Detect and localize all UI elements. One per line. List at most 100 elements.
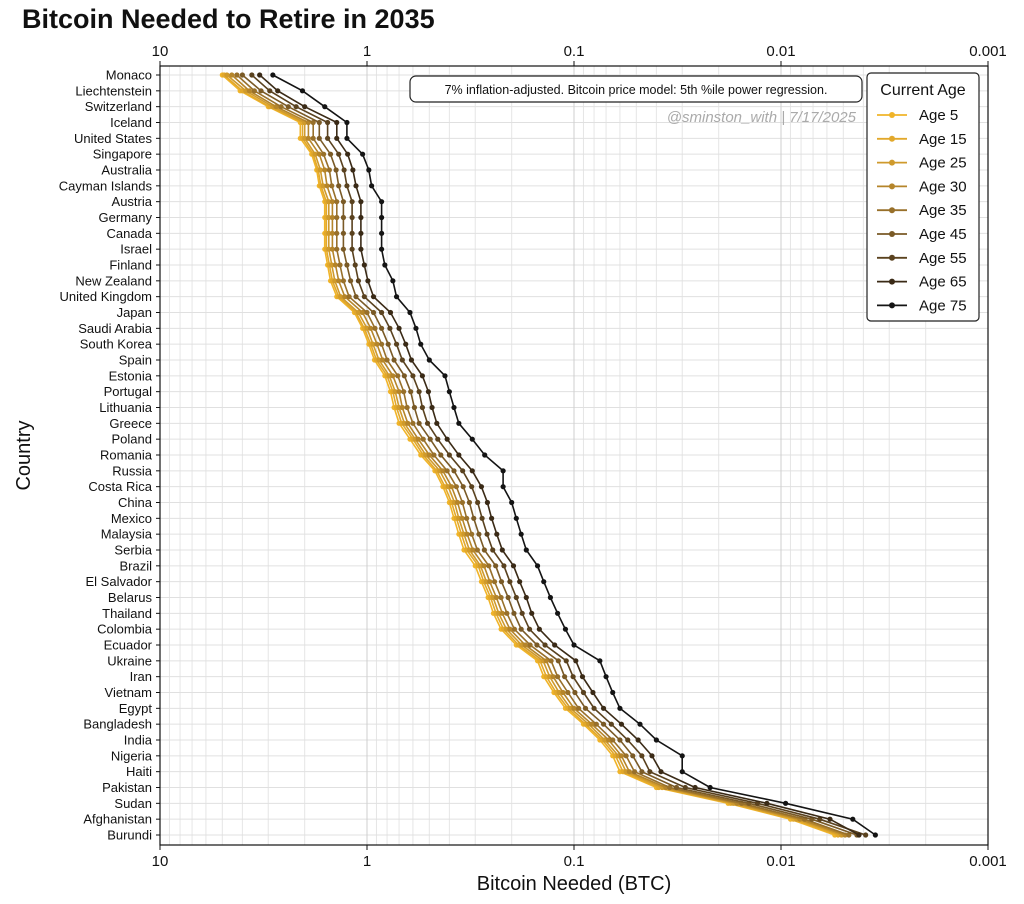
data-point (346, 294, 352, 300)
data-point (482, 452, 488, 458)
y-tick-label: Bangladesh (83, 717, 152, 732)
data-point (618, 753, 625, 759)
y-tick-label: Singapore (93, 147, 152, 162)
data-point (444, 468, 450, 474)
data-point (469, 531, 475, 537)
data-point (856, 832, 862, 838)
data-point (442, 373, 448, 379)
data-point (505, 594, 511, 601)
data-point (329, 230, 335, 236)
data-point (455, 499, 461, 506)
data-point (460, 468, 466, 474)
data-point (630, 753, 636, 759)
data-point (321, 151, 327, 157)
data-point (336, 183, 342, 189)
data-point (647, 769, 653, 775)
legend-swatch-marker (889, 183, 895, 190)
data-point (459, 515, 465, 521)
y-tick-label: Colombia (97, 622, 153, 637)
data-point (513, 594, 519, 601)
data-point (484, 499, 491, 506)
data-point (493, 563, 499, 569)
y-tick-label: Australia (101, 163, 152, 178)
data-point (285, 104, 291, 110)
data-point (336, 151, 342, 157)
data-point (387, 325, 393, 331)
data-point (368, 325, 374, 331)
data-point (451, 468, 457, 474)
data-point (534, 642, 540, 648)
data-point (302, 135, 308, 141)
data-point (393, 341, 400, 347)
data-point (327, 151, 334, 157)
data-point (679, 753, 685, 759)
data-point (523, 594, 529, 601)
watermark-text: @sminston_with | 7/17/2025 (667, 109, 857, 126)
data-point (392, 389, 398, 395)
data-point (499, 547, 505, 553)
y-tick-label: United Kingdom (60, 289, 153, 304)
data-point (399, 357, 405, 363)
data-point (451, 404, 457, 411)
data-point (390, 373, 396, 379)
legend-entry-label: Age 5 (919, 107, 958, 124)
y-tick-label: Vietnam (105, 685, 152, 700)
data-point (334, 199, 340, 205)
data-point (572, 689, 578, 696)
data-point (679, 769, 685, 775)
data-point (361, 294, 367, 300)
data-point (481, 547, 487, 553)
x-tick-label: 10 (152, 853, 169, 870)
data-point (349, 246, 355, 252)
y-tick-label: Haiti (126, 764, 152, 779)
legend-box (866, 72, 980, 322)
data-point (278, 104, 284, 110)
data-point (337, 262, 343, 268)
data-point (326, 199, 332, 205)
legend-swatch-marker (889, 302, 895, 309)
data-point (340, 199, 347, 205)
data-point (475, 499, 481, 506)
data-point (518, 626, 524, 632)
data-point (850, 816, 856, 822)
data-point (608, 721, 614, 727)
data-point (334, 246, 340, 252)
data-point (484, 531, 490, 537)
data-point (846, 832, 852, 838)
data-point (299, 88, 306, 94)
data-point (591, 705, 597, 711)
data-point (332, 278, 338, 284)
x-tick-label-top: 1 (363, 43, 371, 60)
data-point (507, 579, 513, 585)
data-point (827, 816, 833, 822)
legend-swatch-marker (889, 254, 895, 261)
data-point (491, 579, 498, 585)
data-point (384, 357, 390, 363)
data-point (682, 784, 688, 791)
data-point (490, 547, 496, 553)
x-tick-label: 0.001 (969, 853, 1007, 870)
data-point (334, 230, 340, 236)
data-point (597, 658, 603, 664)
data-point (536, 626, 542, 632)
data-point (404, 404, 410, 411)
data-point (246, 88, 252, 94)
data-point (345, 151, 351, 157)
data-point (449, 484, 455, 490)
data-point (349, 199, 355, 205)
data-point (453, 484, 459, 490)
data-point (305, 135, 311, 141)
data-point (479, 515, 485, 521)
data-point (390, 278, 396, 284)
data-point (565, 689, 571, 696)
data-point (570, 674, 576, 680)
data-point (541, 579, 547, 585)
data-point (393, 294, 400, 300)
data-point (511, 626, 518, 632)
legend-entry-label: Age 30 (919, 178, 967, 195)
data-point (410, 373, 416, 379)
data-point (382, 262, 388, 268)
data-point (555, 658, 561, 664)
legend-entry-label: Age 45 (919, 226, 967, 243)
data-point (477, 563, 484, 569)
